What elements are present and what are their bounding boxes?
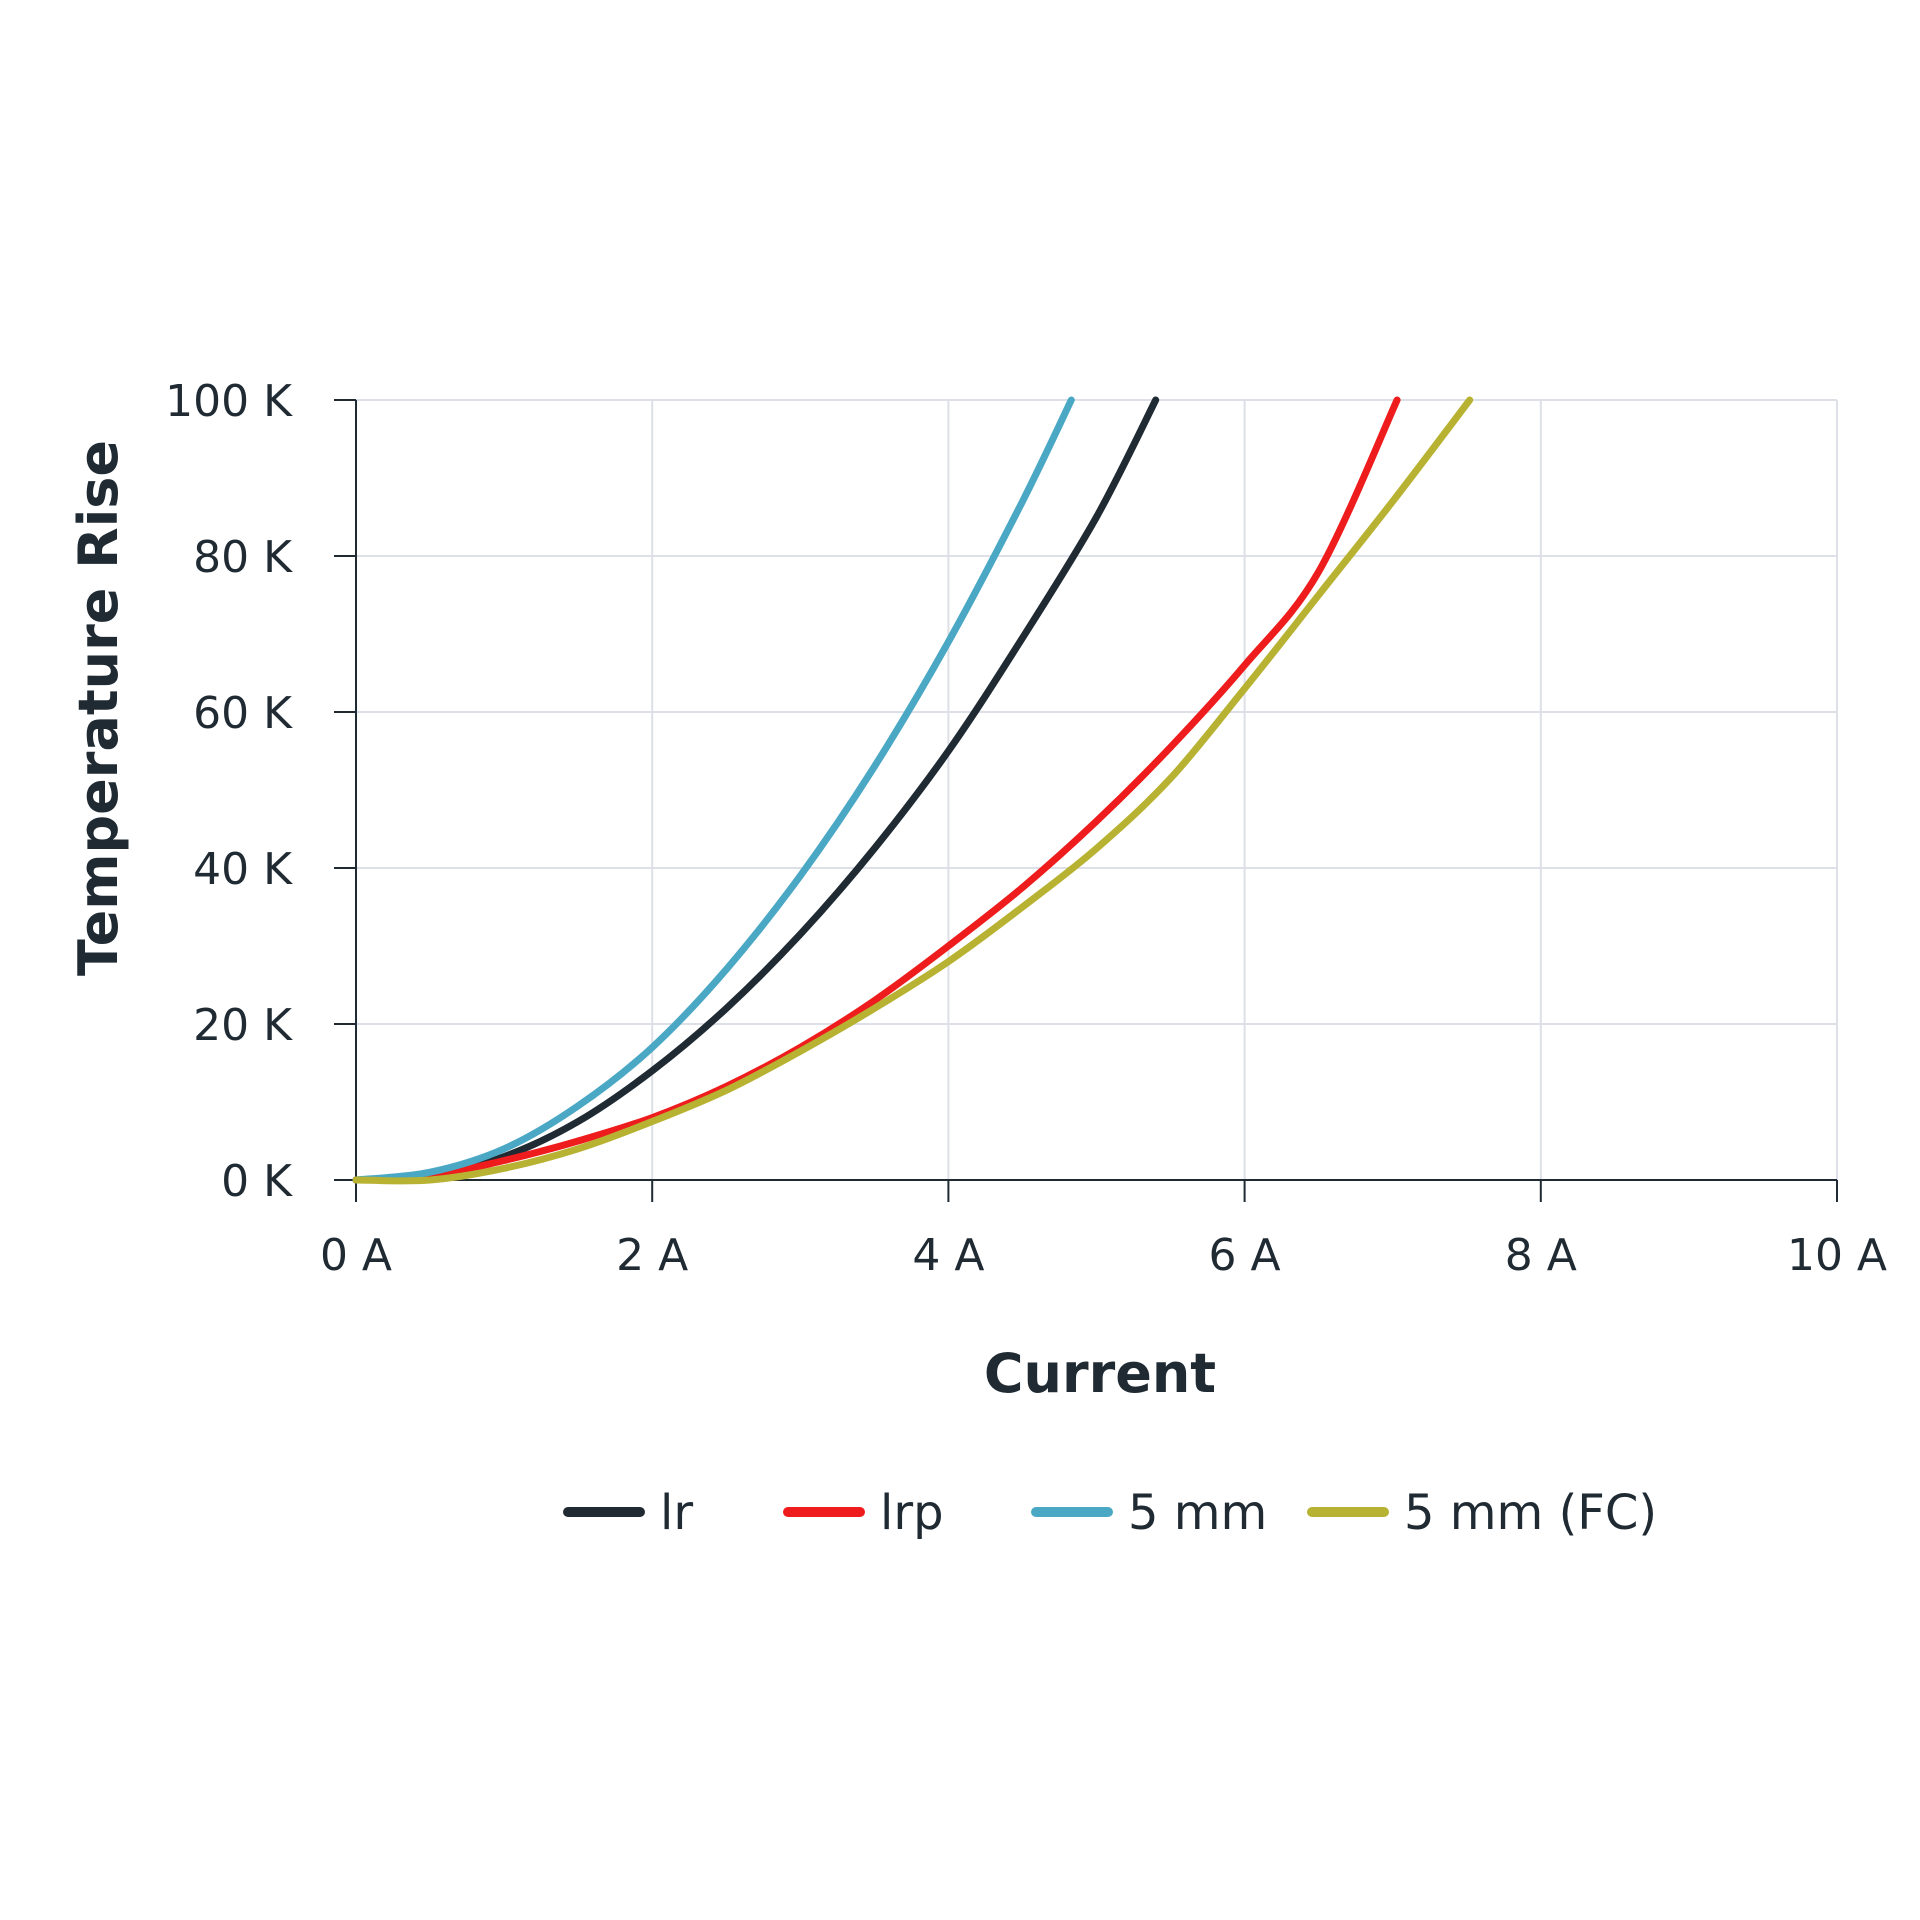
grid-lines [356, 399, 1838, 1180]
y-tick-label: 80 K [193, 532, 293, 583]
legend-label-lrp: lrp [880, 1485, 944, 1541]
x-tick-label: 2 A [616, 1230, 688, 1281]
legend: lr lrp 5 mm 5 mm (FC) [563, 1485, 1657, 1541]
x-tick-label: 6 A [1209, 1230, 1281, 1281]
y-tick-label: 40 K [193, 844, 293, 895]
x-tick-label: 4 A [912, 1230, 984, 1281]
axes [334, 399, 1838, 1202]
legend-label-lr: lr [660, 1485, 693, 1541]
series-line-5-mm [352, 396, 1075, 1184]
x-axis-title: Current [984, 1342, 1216, 1405]
x-tick-label: 10 A [1787, 1230, 1887, 1281]
tick-labels: 0 K 20 K 40 K 60 K 80 K 100 K 0 A 2 A 4 A 6 A 8 A 1… [165, 376, 1887, 1281]
y-tick-label: 60 K [193, 688, 293, 739]
series-line-5-mm-fc [352, 396, 1474, 1185]
series-line-lrp [352, 396, 1401, 1184]
legend-label-5-mm: 5 mm [1128, 1485, 1267, 1541]
y-tick-label: 20 K [193, 1000, 293, 1051]
legend-label-5-mm-fc: 5 mm (FC) [1404, 1485, 1657, 1541]
y-axis-title: Temperature Rise [67, 440, 130, 976]
x-tick-label: 8 A [1505, 1230, 1577, 1281]
x-tick-label: 0 A [320, 1230, 392, 1281]
series-line-lr [352, 396, 1160, 1184]
y-tick-label: 100 K [165, 376, 293, 427]
y-tick-label: 0 K [221, 1156, 293, 1207]
series-lines [352, 396, 1474, 1185]
